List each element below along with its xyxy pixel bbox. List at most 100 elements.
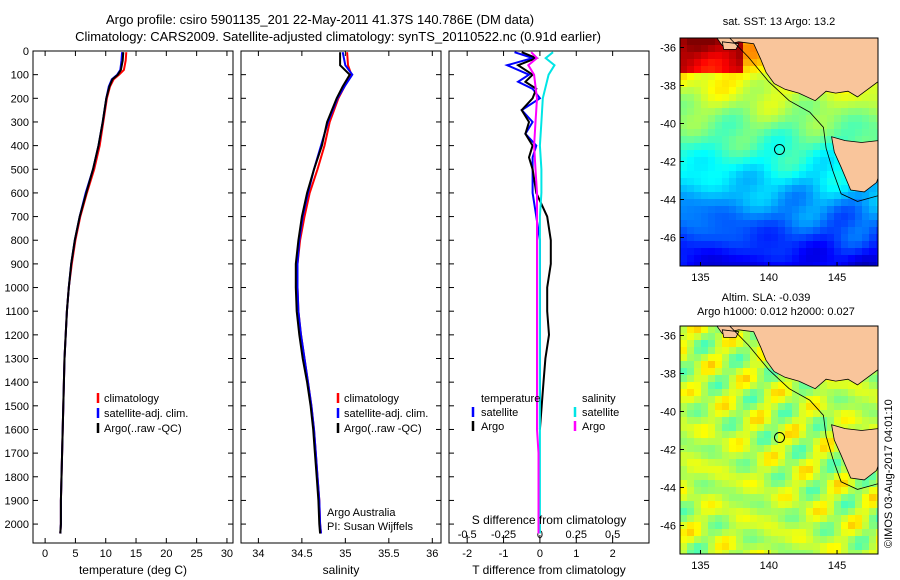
map-cell <box>813 136 820 143</box>
map-cell <box>869 536 876 543</box>
map-cell <box>806 515 813 522</box>
map-cell <box>701 333 708 340</box>
map-cell <box>680 192 687 199</box>
map-cell <box>708 354 715 361</box>
header-line-2: Climatology: CARS2009. Satellite-adjuste… <box>75 29 601 44</box>
map-cell <box>876 241 878 248</box>
map-cell <box>785 431 792 438</box>
map-cell <box>785 536 792 543</box>
map-cell <box>687 101 694 108</box>
map-cell <box>743 368 750 375</box>
map-cell <box>785 403 792 410</box>
map-cell <box>722 227 729 234</box>
map-cell <box>715 473 722 480</box>
profile-location-marker <box>773 144 785 156</box>
map-cell <box>729 494 736 501</box>
map-cell <box>708 459 715 466</box>
map-cell <box>834 480 841 487</box>
map-cell <box>827 101 834 108</box>
map-cell <box>687 87 694 94</box>
map-cell <box>771 452 778 459</box>
map-cell <box>792 248 799 255</box>
argo-australia-credit: Argo Australia <box>327 507 396 519</box>
map-cell <box>750 361 757 368</box>
map-cell <box>680 340 687 347</box>
map-cell <box>708 73 715 80</box>
map-cell <box>743 164 750 171</box>
map-cell <box>750 115 757 122</box>
map-cell <box>764 410 771 417</box>
map-cell <box>757 150 764 157</box>
map-cell <box>757 424 764 431</box>
map-cell <box>757 487 764 494</box>
map-cell <box>799 494 806 501</box>
map-cell <box>729 248 736 255</box>
map-cell <box>694 529 701 536</box>
map-cell <box>687 438 694 445</box>
map-cell <box>820 459 827 466</box>
map-cell <box>715 396 722 403</box>
map-cell <box>750 459 757 466</box>
map-cell <box>687 347 694 354</box>
map-cell <box>813 438 820 445</box>
map-cell <box>820 487 827 494</box>
map-cell <box>813 255 820 262</box>
map-cell <box>680 459 687 466</box>
map-cell <box>736 522 743 529</box>
map-cell <box>764 129 771 136</box>
map-cell <box>750 368 757 375</box>
map-cell <box>834 164 841 171</box>
map-cell <box>778 227 785 234</box>
map-cell <box>827 108 834 115</box>
map-cell <box>834 501 841 508</box>
map-cell <box>841 206 848 213</box>
map-cell <box>799 508 806 515</box>
map-cell <box>680 185 687 192</box>
map-cell <box>736 473 743 480</box>
map-cell <box>855 417 862 424</box>
map-cell <box>799 480 806 487</box>
map-cell <box>820 206 827 213</box>
map-cell <box>778 522 785 529</box>
map-cell <box>680 80 687 87</box>
depth-tick-label: 600 <box>11 188 29 200</box>
map-cell <box>813 150 820 157</box>
map-cell <box>813 206 820 213</box>
map-cell <box>736 466 743 473</box>
map-cell <box>722 382 729 389</box>
map-cell <box>813 529 820 536</box>
map-cell <box>687 515 694 522</box>
land-polygon <box>716 38 878 102</box>
map-cell <box>862 101 869 108</box>
map-cell <box>736 157 743 164</box>
series-line-satellite-adj-clim- <box>296 52 354 534</box>
map-cell <box>743 255 750 262</box>
map-cell <box>743 361 750 368</box>
map-cell <box>743 73 750 80</box>
map-cell <box>792 417 799 424</box>
map-cell <box>729 368 736 375</box>
map-cell <box>862 389 869 396</box>
map-cell <box>771 87 778 94</box>
map-y-tick-label: -46 <box>660 521 676 533</box>
map-cell <box>764 122 771 129</box>
map-cell <box>687 45 694 52</box>
map-cell <box>799 206 806 213</box>
bathymetry-contour <box>729 38 878 202</box>
map-cell <box>764 522 771 529</box>
map-cell <box>848 122 855 129</box>
map-cell <box>708 122 715 129</box>
map-cell <box>687 213 694 220</box>
map-cell <box>680 157 687 164</box>
map-cell <box>694 206 701 213</box>
map-cell <box>813 452 820 459</box>
map-cell <box>715 515 722 522</box>
map-cell <box>701 438 708 445</box>
map-cell <box>694 157 701 164</box>
map-cell <box>722 375 729 382</box>
map-cell <box>827 136 834 143</box>
map-cell <box>694 45 701 52</box>
map-cell <box>813 143 820 150</box>
sst-map-axis: 135 140 145-36-38-40-42-44-46 <box>660 43 846 285</box>
map-cell <box>715 438 722 445</box>
